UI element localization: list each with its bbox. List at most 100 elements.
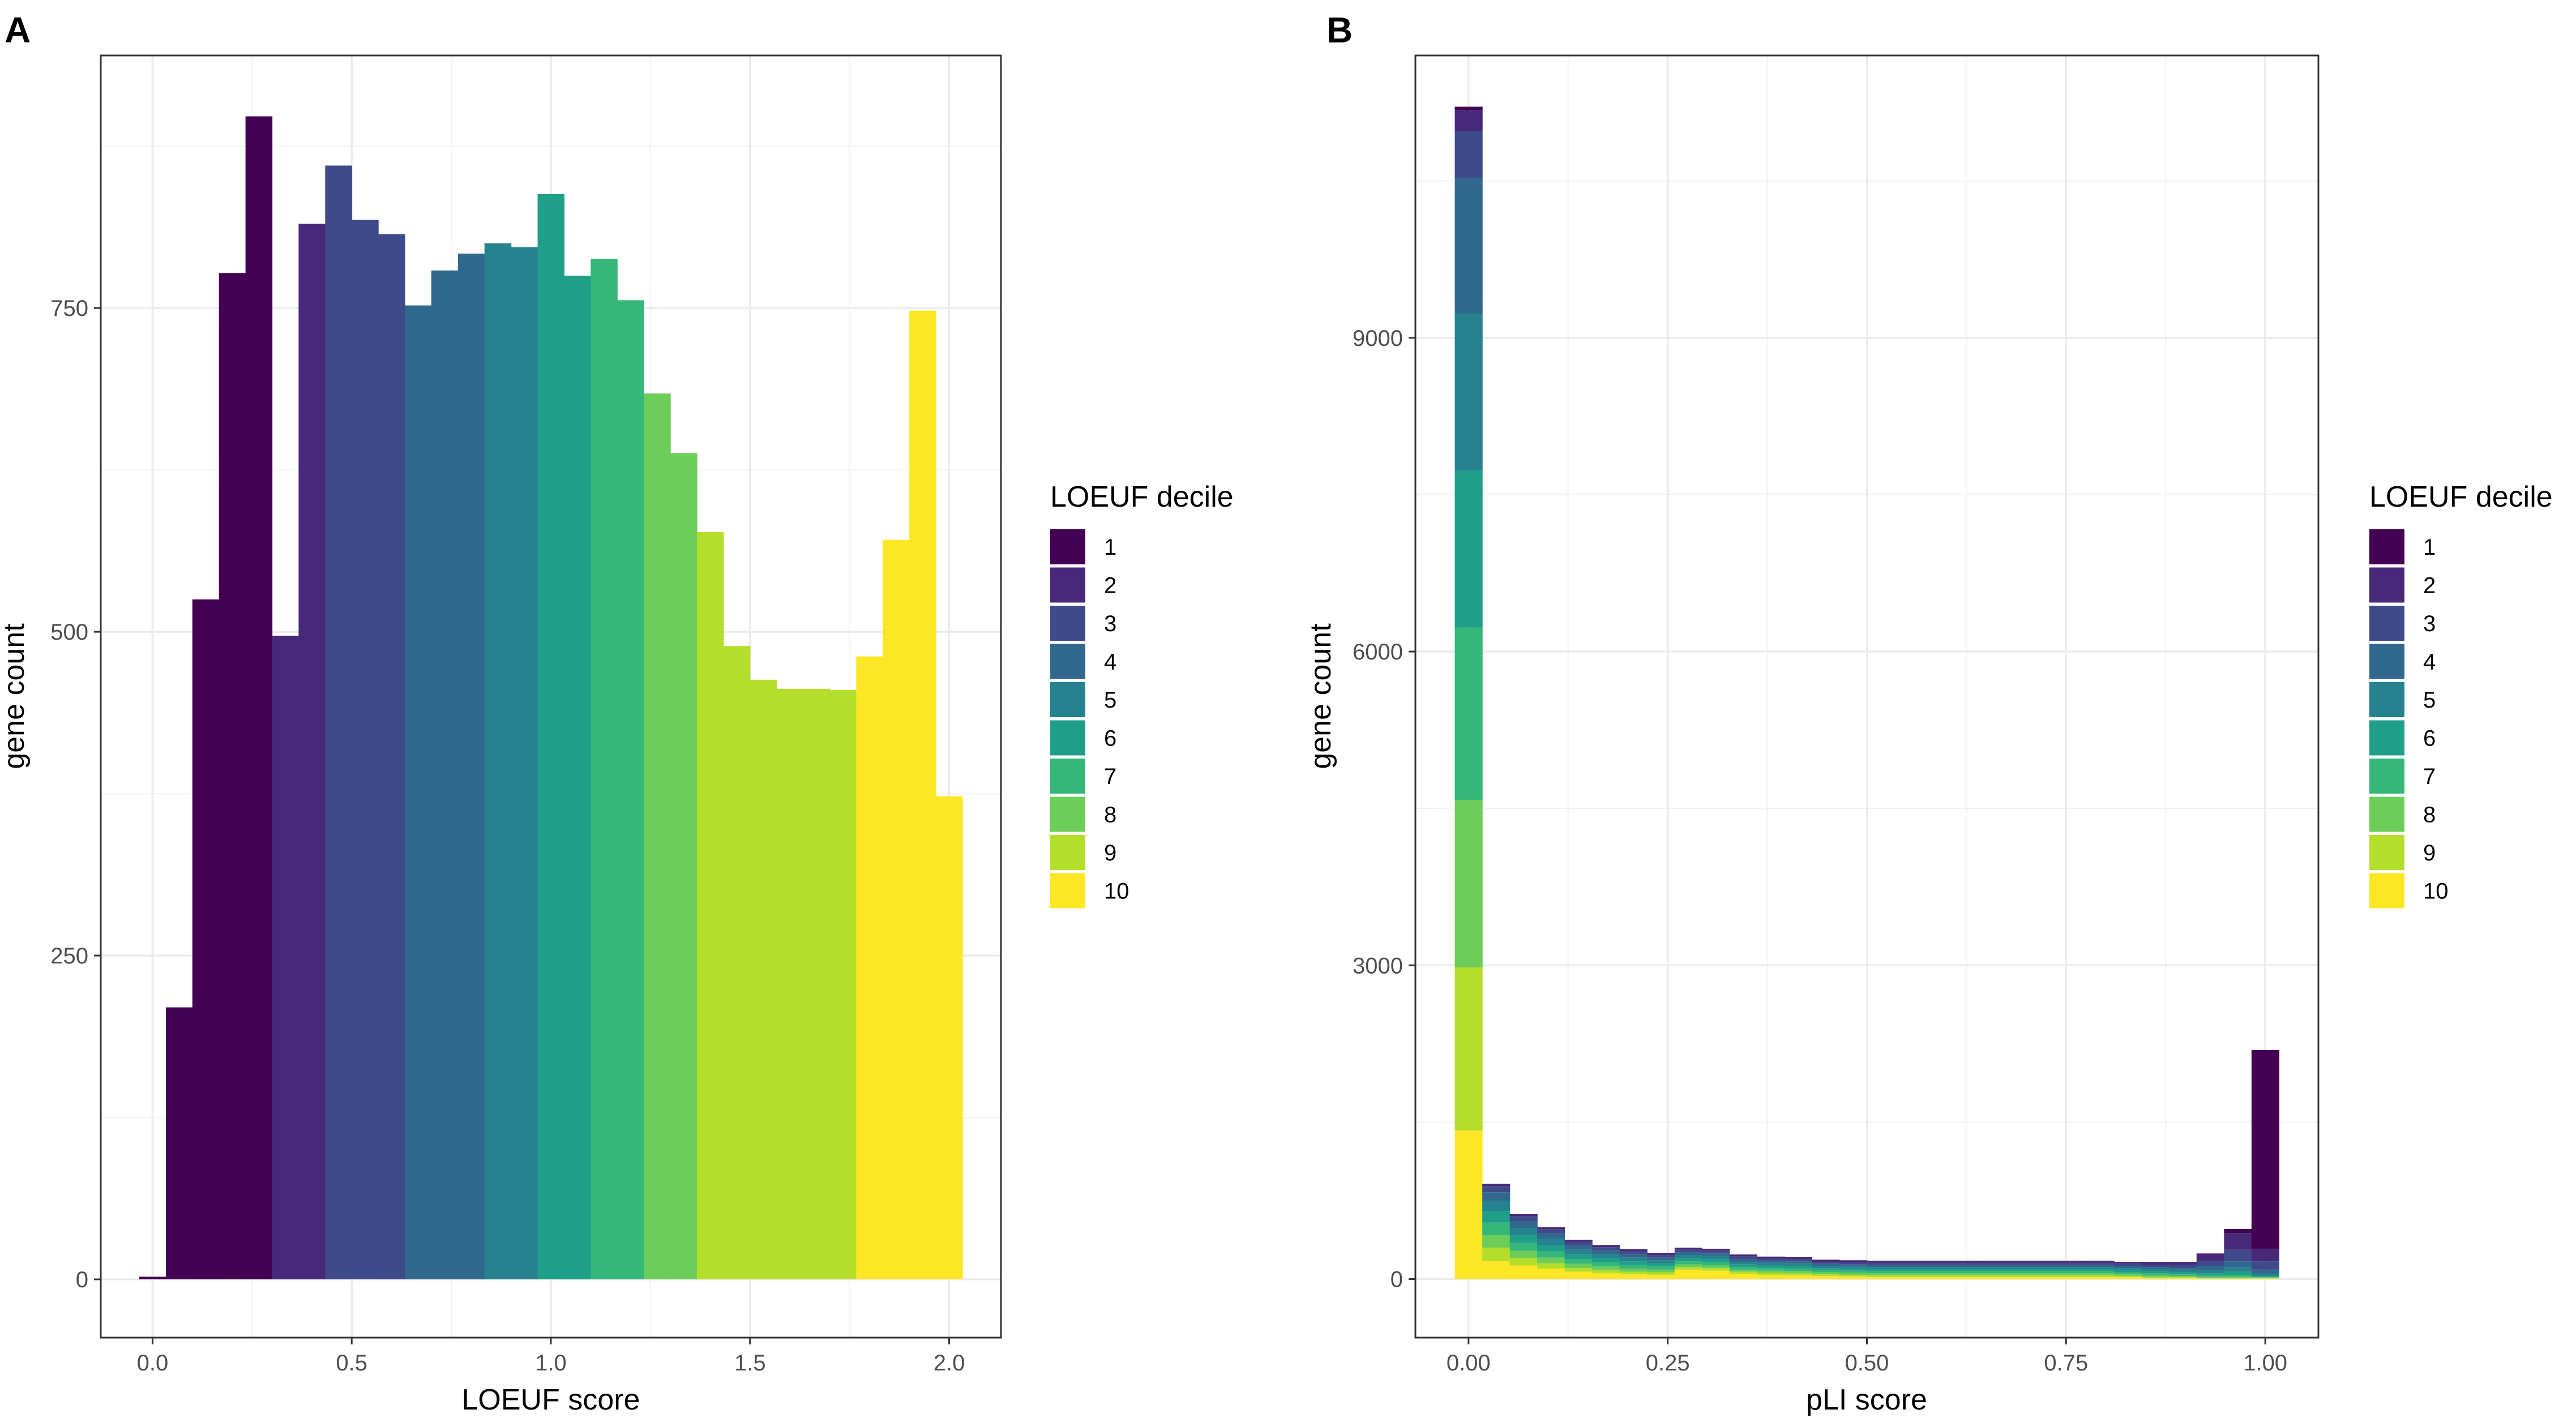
bar-decile-7-bin-0 [1454,627,1483,800]
bar-decile-9-bin-2 [1509,1258,1538,1266]
legend-label-1: 1 [1104,535,1116,560]
bar-decile-9-bin-0 [1454,967,1483,1131]
legend-label-1: 1 [2423,535,2436,560]
legend-key-3 [2369,606,2404,641]
bar-decile-3-bin-19 [1976,1262,2005,1265]
bar-decile-7-bin-9 [1702,1262,1730,1266]
bar-decile-10-bin-18 [1949,1276,1978,1279]
bar-decile-2-bin-20 [2004,1261,2032,1263]
bar-decile-4-bin-3 [1537,1233,1565,1239]
legend-label-5: 5 [1104,688,1116,713]
bar-decile-3-bin-17 [1922,1262,1950,1265]
bar-decile-2-bin-3 [1537,1227,1565,1229]
bar-decile-10-bin-2 [1509,1265,1538,1279]
legend-key-1 [2369,529,2404,564]
bar-decile-7-bin-7 [1647,1266,1675,1270]
bar-decile-6-bin-17 [1922,1269,1950,1271]
bar-decile-9-bin-6 [1619,1271,1648,1275]
bar-decile-7-bin-17 [1922,1271,1950,1274]
bar-decile-5-bin-15 [1867,1267,1895,1269]
bar-decile-10-bin-3 [1537,1269,1565,1279]
bar-decile-2-bin-14 [1839,1260,1868,1262]
bar-decile-9-bin-23 [2086,1275,2115,1277]
bar-decile-6-bin-4 [1564,1254,1593,1260]
bar-decile-2-bin-25 [2141,1262,2170,1265]
bar-decile-6-bin-5 [1592,1258,1620,1262]
bar-decile-7-bin-12 [1784,1269,1813,1271]
bar-decile-6-bin-23 [2086,1269,2115,1271]
legend-label-9: 9 [2423,841,2436,866]
bar-decile-10-bin-25 [2141,1278,2170,1279]
bar-decile-4-bin-26 [2169,1268,2197,1270]
bar-decile-3-bin-8 [1674,1249,1703,1253]
panel-a-y-axis: 0 250 500 750 [50,296,101,1292]
x-tick-label: 0.25 [1646,1351,1690,1376]
bar-decile-5-bin-4 [1564,1249,1593,1255]
bar-decile-7-bin-1 [1482,1222,1510,1235]
bar-decile-8-bin-19 [644,393,671,1280]
bar-decile-9-bin-3 [1537,1263,1565,1269]
bar-decile-10-bin-30 [936,796,963,1280]
bar-decile-8-bin-25 [2141,1275,2170,1277]
bar-decile-4-bin-0 [1454,178,1483,314]
bar-decile-5-bin-25 [2141,1269,2170,1271]
bar-decile-10-bin-7 [1647,1275,1675,1279]
bar-decile-6-bin-29 [2251,1276,2280,1277]
bar-decile-6-bin-2 [1509,1235,1538,1243]
bar-decile-9-bin-26 [829,690,857,1280]
bar-decile-6-bin-28 [2224,1271,2252,1275]
bar-decile-10-bin-15 [1867,1276,1895,1279]
bar-decile-8-bin-12 [1784,1271,1813,1274]
y-tick-label: 0 [1390,1267,1403,1292]
bar-decile-6-bin-7 [1647,1263,1675,1267]
panel-a-y-axis-title: gene count [0,623,31,769]
bar-decile-8-bin-5 [1592,1266,1620,1270]
bar-decile-9-bin-22 [2059,1275,2087,1277]
bar-decile-5-bin-26 [2169,1270,2197,1273]
bar-decile-3-bin-24 [2114,1263,2142,1266]
bar-decile-4-bin-4 [1564,1245,1593,1250]
bar-decile-9-bin-16 [1894,1275,1923,1277]
bar-decile-7-bin-15 [1867,1271,1895,1274]
legend-key-4 [1050,644,1085,679]
panel-b-legend: LOEUF decile 1 2 3 4 5 6 7 8 9 10 [2369,481,2553,909]
legend-label-6: 6 [2423,726,2436,751]
bar-decile-10-bin-14 [1839,1276,1868,1279]
bar-decile-5-bin-5 [1592,1254,1620,1258]
bar-decile-3-bin-15 [1867,1262,1895,1265]
bar-decile-2-bin-23 [2086,1261,2115,1263]
bar-decile-6-bin-15 [1867,1269,1895,1271]
bar-decile-10-bin-29 [909,310,936,1280]
bar-decile-7-bin-11 [1757,1268,1785,1271]
bar-decile-3-bin-21 [2031,1262,2060,1265]
bar-decile-5-bin-13 [484,243,512,1280]
bar-decile-10-bin-11 [1757,1275,1785,1279]
bar-decile-7-bin-27 [2196,1275,2224,1277]
bar-decile-6-bin-16 [564,275,591,1280]
bar-decile-2-bin-6 [1619,1249,1648,1252]
bar-decile-6-bin-10 [1729,1264,1757,1267]
bar-decile-6-bin-22 [2059,1269,2087,1271]
bar-decile-9-bin-26 [2169,1276,2197,1278]
bar-decile-9-bin-1 [1482,1248,1510,1262]
bar-decile-4-bin-11 [431,270,459,1280]
bar-decile-3-bin-26 [2169,1265,2197,1269]
bar-decile-2-bin-28 [2224,1233,2252,1250]
bar-decile-4-bin-23 [2086,1265,2115,1267]
bar-decile-2-bin-18 [1949,1261,1978,1263]
bar-decile-2-bin-10 [1729,1254,1757,1257]
bar-decile-6-bin-24 [2114,1270,2142,1273]
bar-decile-8-bin-21 [2031,1273,2060,1276]
bar-decile-5-bin-17 [1922,1267,1950,1269]
bar-decile-5-bin-19 [1976,1267,2005,1269]
bar-decile-3-bin-18 [1949,1262,1978,1265]
bar-decile-9-bin-4 [1564,1268,1593,1272]
bar-decile-10-bin-26 [2169,1278,2197,1279]
bar-decile-9-bin-18 [1949,1275,1978,1277]
x-tick-label: 1.0 [535,1351,567,1376]
bar-decile-6-bin-6 [1619,1261,1648,1265]
y-tick-label: 250 [50,944,88,969]
bar-decile-10-bin-20 [2004,1276,2032,1279]
bar-decile-5-bin-2 [1509,1228,1538,1235]
bar-decile-10-bin-27 [856,656,883,1280]
